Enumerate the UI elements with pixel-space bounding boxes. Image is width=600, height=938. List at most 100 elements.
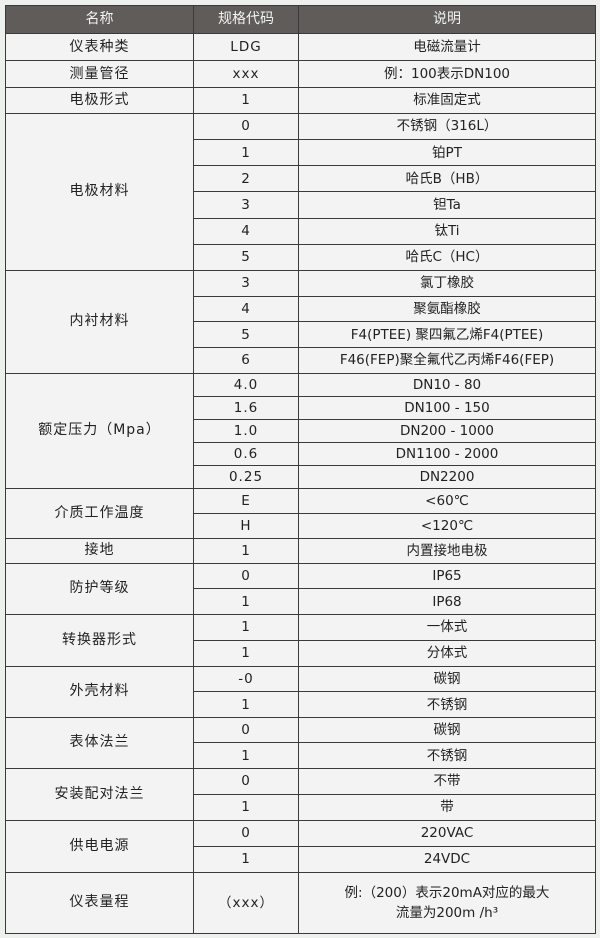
table-row: 5 F4(PTEE) 聚四氟乙烯F4(PTEE)	[6, 321, 596, 349]
item-name: 安装配对法兰	[5, 767, 194, 821]
header-row: 名称 规格代码 说明	[5, 5, 596, 34]
table-row: 仪表种类 LDG 电磁流量计	[5, 33, 596, 61]
table-row: 1 IP68	[6, 588, 596, 615]
item-name: 仪表种类	[5, 33, 194, 61]
spec-description: DN2200	[298, 464, 596, 489]
spec-description: 聚氨酯橡胶	[298, 295, 596, 323]
spec-description: DN10 - 80	[298, 372, 596, 397]
spec-code: xxx	[193, 60, 299, 88]
spec-description: 220VAC	[298, 819, 596, 847]
spec-code: 1	[193, 537, 299, 564]
spec-code: 1	[193, 588, 299, 615]
table-row: H <120℃	[6, 512, 596, 539]
spec-description: DN100 - 150	[298, 395, 596, 420]
spec-code: 6	[193, 347, 299, 374]
spec-description: 一体式	[298, 613, 596, 641]
spec-code: 0.25	[193, 464, 299, 489]
table-row: 5 哈氏C（HC）	[6, 243, 596, 271]
spec-description: 电磁流量计	[298, 33, 596, 61]
spec-description: 24VDC	[298, 845, 596, 873]
table-row: 测量管径 xxx 例：100表示DN100	[5, 60, 596, 88]
table-row: 1 铂PT	[6, 139, 596, 167]
spec-code: H	[193, 512, 299, 539]
spec-description: <60℃	[298, 487, 596, 514]
spec-code: 0	[193, 112, 299, 141]
spec-code: 1	[193, 742, 299, 769]
spec-description: 例:（200）表示20mA对应的最大流量为200m /h³	[298, 871, 596, 934]
spec-description: 哈氏C（HC）	[298, 243, 596, 271]
spec-code: 4.0	[193, 372, 299, 397]
spec-code: 0	[193, 767, 299, 795]
spec-code: 1	[193, 845, 299, 873]
spec-code: 5	[193, 321, 299, 349]
spec-code: 1	[193, 87, 299, 114]
table-row: 1 24VDC	[6, 845, 596, 873]
item-name: 转换器形式	[5, 613, 194, 667]
spec-description: 碳钢	[298, 716, 596, 744]
spec-code: 2	[193, 165, 299, 193]
table-row: 安装配对法兰 0 不带	[5, 767, 596, 821]
spec-code: 1	[193, 639, 299, 667]
header-desc: 说明	[298, 5, 596, 34]
table-row: 表体法兰 0 碳钢	[5, 716, 596, 769]
item-name: 仪表量程	[5, 871, 194, 934]
table-row: 0.25 DN2200	[6, 464, 596, 489]
spec-description: 带	[298, 793, 596, 821]
spec-code: 0.6	[193, 441, 299, 466]
spec-description: 钽Ta	[298, 191, 596, 219]
spec-code: E	[193, 487, 299, 514]
spec-description: <120℃	[298, 512, 596, 539]
table-row: 4 钛Ti	[6, 217, 596, 245]
spec-description: F4(PTEE) 聚四氟乙烯F4(PTEE)	[298, 321, 596, 349]
table-row: 介质工作温度 E <60℃	[5, 487, 596, 539]
item-name: 外壳材料	[5, 665, 194, 718]
item-name: 表体法兰	[5, 716, 194, 769]
table-row: 转换器形式 1 一体式	[5, 613, 596, 667]
spec-description: 哈氏B（HB）	[298, 165, 596, 193]
spec-description: 不锈钢	[298, 742, 596, 769]
spec-description: 钛Ti	[298, 217, 596, 245]
spec-description: 例：100表示DN100	[298, 60, 596, 88]
table-row: 6 F46(FEP)聚全氟代乙丙烯F46(FEP)	[6, 347, 596, 374]
spec-code: 3	[193, 269, 299, 297]
spec-description: 分体式	[298, 639, 596, 667]
item-name: 接地	[5, 537, 194, 564]
header-code: 规格代码	[193, 5, 299, 34]
spec-description: 氯丁橡胶	[298, 269, 596, 297]
spec-code: 1	[193, 793, 299, 821]
item-name: 额定压力（Mpa）	[5, 372, 194, 489]
spec-description: DN1100 - 2000	[298, 441, 596, 466]
spec-description: 不锈钢（316L）	[298, 112, 596, 141]
table-body: 仪表种类 LDG 电磁流量计 测量管径 xxx 例：100表示DN100 电极形式 1 标准固定…	[5, 33, 596, 934]
table-row: 电极形式 1 标准固定式	[5, 87, 596, 114]
spec-code: 0	[193, 819, 299, 847]
item-name: 电极形式	[5, 87, 194, 114]
table-row: 内衬材料 3 氯丁橡胶	[5, 269, 596, 374]
spec-code: 1	[193, 691, 299, 718]
table-row: 1 分体式	[6, 639, 596, 667]
table-row: 仪表量程 （xxx） 例:（200）表示20mA对应的最大流量为200m /h³	[5, 871, 596, 934]
spec-description: 铂PT	[298, 139, 596, 167]
spec-code: 1.0	[193, 418, 299, 443]
spec-description: 内置接地电极	[298, 537, 596, 564]
table-row: 电极材料 0 不锈钢（316L）	[5, 112, 596, 271]
table-row: 1.0 DN200 - 1000	[6, 418, 596, 443]
spec-code: -0	[193, 665, 299, 693]
table-row: 外壳材料 -0 碳钢	[5, 665, 596, 718]
table-row: 防护等级 0 IP65	[5, 562, 596, 615]
spec-description: IP68	[298, 588, 596, 615]
spec-description: 碳钢	[298, 665, 596, 693]
spec-code: 0	[193, 716, 299, 744]
item-name: 电极材料	[5, 113, 194, 271]
spec-code: 5	[193, 243, 299, 271]
spec-description: F46(FEP)聚全氟代乙丙烯F46(FEP)	[298, 347, 596, 374]
spec-description: 不带	[298, 767, 596, 795]
table-row: 供电电源 0 220VAC	[5, 819, 596, 873]
table-row: 额定压力（Mpa） 4.0 DN10 - 80	[5, 372, 596, 489]
header-name: 名称	[5, 5, 194, 34]
spec-description: DN200 - 1000	[298, 418, 596, 443]
item-name: 供电电源	[5, 819, 194, 873]
spec-description: 标准固定式	[298, 87, 596, 114]
item-name: 介质工作温度	[5, 487, 194, 539]
